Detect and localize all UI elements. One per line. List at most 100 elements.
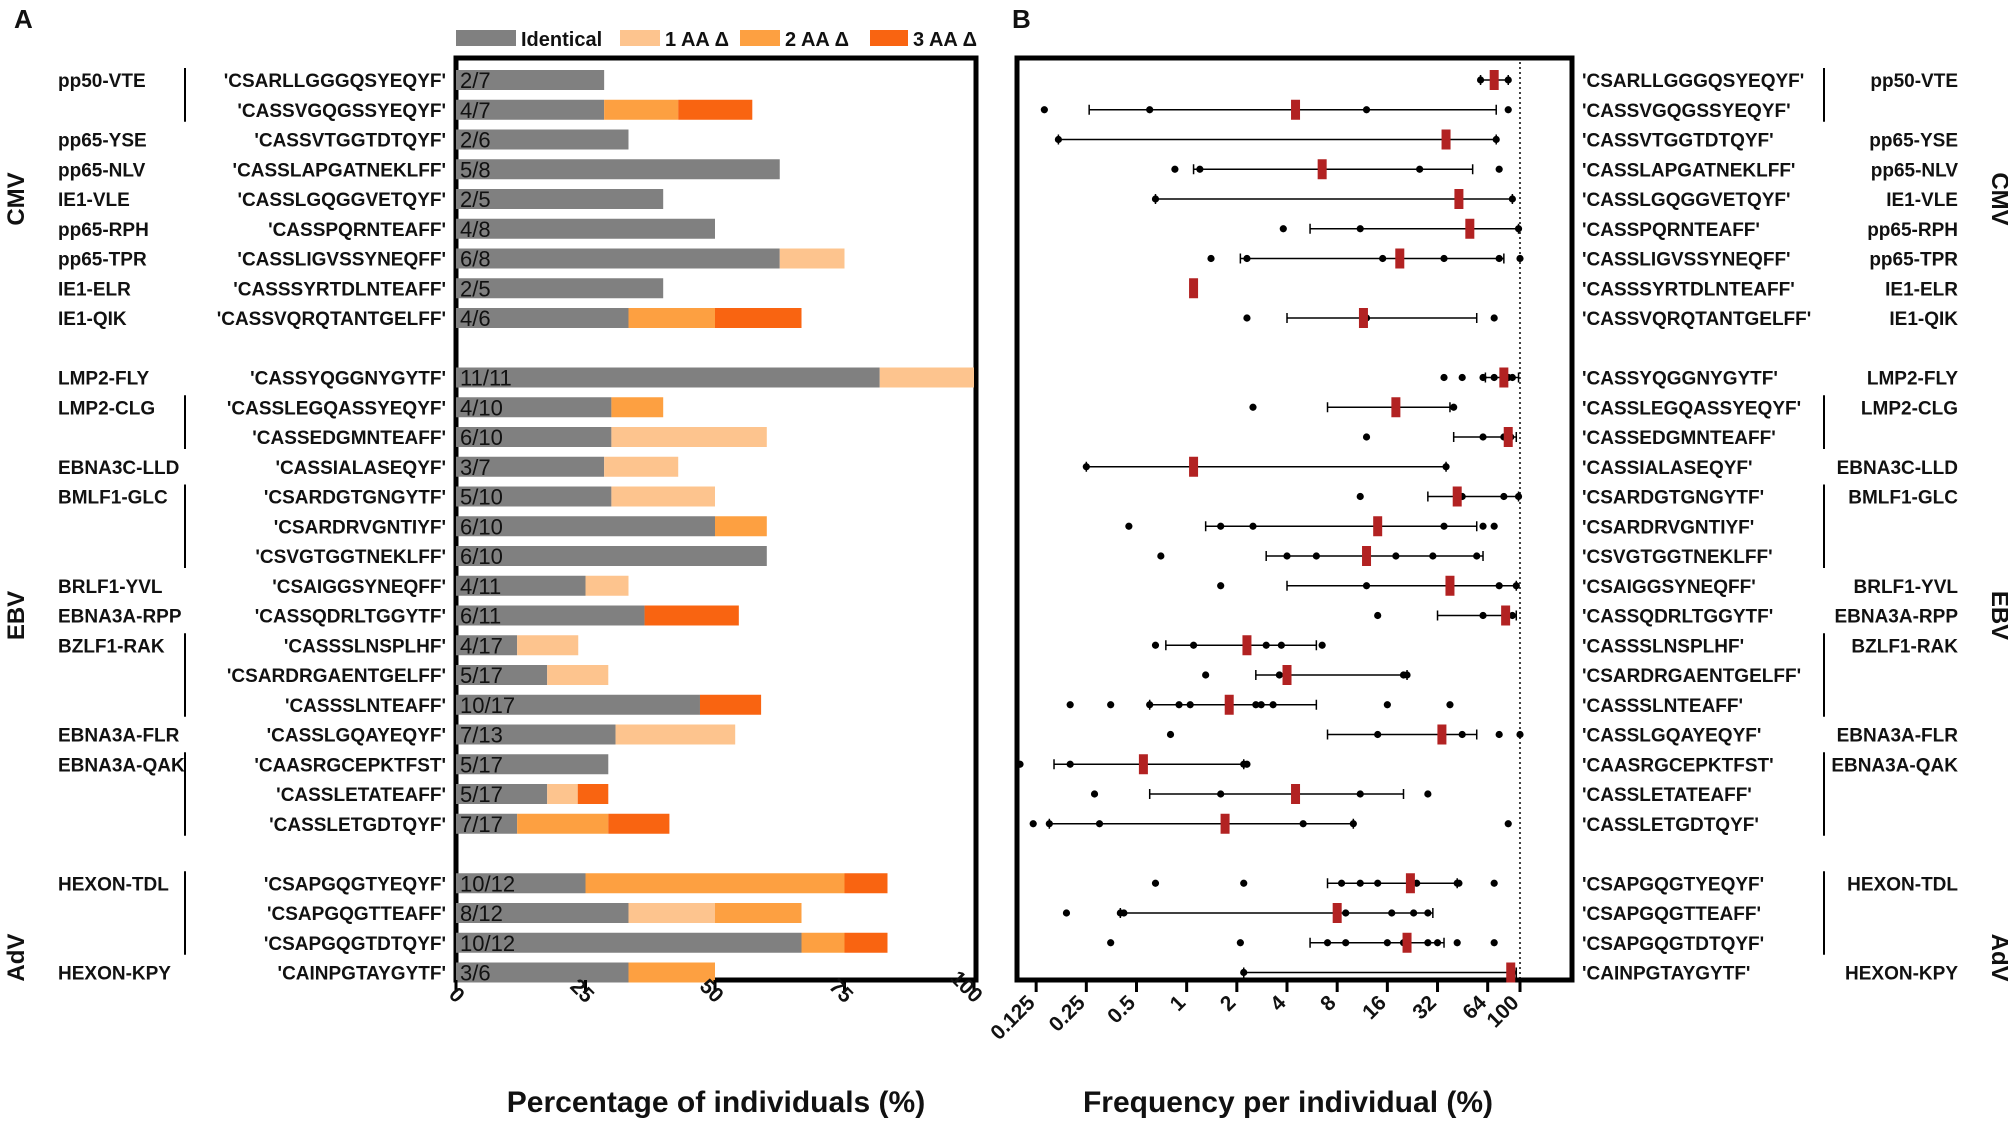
median-marker (1291, 784, 1301, 804)
data-point (1066, 701, 1074, 709)
data-point (1516, 730, 1524, 739)
panel-b-x-tick-label: 1 (1166, 991, 1191, 1016)
epitope-left-label: EBNA3A-FLR (58, 726, 180, 747)
cdr3-right-label: 'CASSLEGQASSYEQYF' (1582, 398, 1801, 419)
cdr3-left-label: 'CSAPGQGTTEAFF' (267, 904, 446, 925)
data-point (1207, 254, 1215, 263)
data-point (1473, 552, 1481, 560)
bar-identical-0 (456, 70, 605, 90)
data-point (1186, 701, 1194, 709)
epitope-left-label: HEXON-KPY (58, 964, 171, 985)
data-point (1062, 909, 1071, 917)
median-marker (1501, 605, 1511, 626)
bar-count-label: 10/12 (460, 871, 515, 896)
data-point (1490, 314, 1498, 322)
data-point (1455, 879, 1463, 887)
median-marker (1282, 665, 1292, 685)
data-point (1516, 254, 1524, 263)
data-point (1151, 195, 1160, 203)
cdr3-left-label: 'CASSLIGVSSYNEQFF' (237, 250, 446, 271)
panel-a-marks: 2/7 4/7 2/6 5/8 2/5 4/8 6/8 2/5 4/6 11/11 4/10 6/10… (456, 68, 974, 986)
panel-b-x-tick-label: 2 (1216, 991, 1241, 1016)
median-marker (1189, 278, 1199, 299)
data-point (1495, 730, 1503, 739)
data-point (1508, 373, 1516, 382)
data-point (1374, 730, 1382, 739)
data-point (1342, 939, 1350, 947)
bar-1aa-12 (611, 427, 767, 447)
epitope-left-label: BZLF1-RAK (58, 636, 165, 657)
cdr3-right-label: 'CSARDRVGNTIYF' (1582, 517, 1754, 538)
epitope-left-label: LMP2-FLY (58, 369, 149, 390)
bar-identical-22 (456, 724, 616, 745)
cdr3-right-label: 'CASSSLNSPLHF' (1582, 636, 1744, 657)
panel-b-x-tick-label: 32 (1408, 991, 1441, 1024)
bar-2aa-15 (715, 516, 767, 537)
data-point (1476, 76, 1485, 84)
cdr3-left-label: 'CSAPGQGTYEQYF' (264, 874, 446, 895)
cdr3-right-label: 'CASSLGQGGVETQYF' (1582, 190, 1791, 211)
data-point (1424, 909, 1432, 917)
median-marker (1489, 70, 1499, 90)
data-point (1151, 879, 1160, 887)
cdr3-left-label: 'CAINPGTAYGYTF' (278, 964, 446, 985)
epitope-left-label: EBNA3A-QAK (58, 755, 185, 776)
cdr3-left-label: 'CSARDRGAENTGELFF' (227, 666, 446, 687)
median-marker (1391, 397, 1401, 418)
cdr3-left-label: 'CASSPQRNTEAFF' (268, 220, 446, 241)
data-point (1217, 522, 1225, 530)
bar-count-label: 5/10 (460, 485, 503, 510)
data-point (1479, 373, 1487, 382)
epitope-left-label: BMLF1-GLC (58, 488, 168, 509)
cdr3-left-label: 'CSVGTGGTNEKLFF' (255, 547, 446, 568)
cdr3-right-label: 'CAASRGCEPKTFST' (1582, 755, 1774, 776)
median-marker (1454, 189, 1464, 209)
cdr3-right-label: 'CASSVGQGSSYEQYF' (1582, 101, 1791, 122)
data-point (1146, 701, 1154, 709)
bar-identical-11 (456, 397, 612, 418)
bar-identical-10 (456, 367, 880, 388)
data-point (1383, 701, 1391, 709)
bar-identical-24 (456, 784, 548, 804)
data-point (1356, 879, 1364, 887)
data-point (1458, 730, 1466, 739)
median-marker (1224, 694, 1234, 715)
cdr3-left-label: 'CASSSYRTDLNTEAFF' (233, 279, 446, 300)
median-marker (1499, 367, 1509, 388)
cdr3-left-label: 'CASSLGQGGVETQYF' (237, 190, 446, 211)
cdr3-left-label: 'CASSYQGGNYGYTF' (250, 369, 446, 390)
panel-b-frame (1014, 55, 1575, 983)
median-marker (1358, 308, 1368, 328)
bar-3aa-29 (844, 932, 888, 953)
bar-1aa-13 (604, 456, 679, 477)
bar-count-label: 5/17 (460, 782, 503, 807)
data-point (1440, 373, 1448, 382)
bar-count-label: 4/11 (460, 574, 501, 599)
cdr3-right-label: 'CSAPGQGTDTQYF' (1582, 934, 1764, 955)
epitope-right-label: BRLF1-YVL (1854, 577, 1959, 598)
median-marker (1445, 575, 1455, 596)
epitope-right-label: pp65-RPH (1867, 220, 1958, 241)
data-point (1504, 76, 1512, 84)
median-marker (1138, 754, 1148, 775)
data-point (1479, 522, 1487, 530)
data-point (1090, 790, 1099, 798)
bar-count-label: 3/7 (460, 455, 491, 480)
bar-identical-17 (456, 575, 586, 596)
bar-identical-7 (456, 278, 664, 299)
epitope-right-label: pp50-VTE (1870, 71, 1958, 92)
cdr3-left-label: 'CASSQDRLTGGYTF' (255, 607, 446, 628)
median-marker (1332, 903, 1342, 923)
median-marker (1395, 248, 1405, 269)
bar-2aa-1 (604, 99, 679, 120)
legend-label-2aa: 2 AA Δ (785, 29, 849, 51)
legend-swatch-1aa (620, 30, 660, 46)
data-point (1166, 730, 1175, 739)
median-marker (1506, 962, 1516, 983)
data-point (1362, 582, 1371, 590)
data-point (1107, 939, 1115, 947)
cdr3-left-label: 'CASSVGQGSSYEQYF' (237, 101, 446, 122)
bar-count-label: 6/10 (460, 425, 503, 450)
cdr3-right-label: 'CSAPGQGTTEAFF' (1582, 904, 1761, 925)
bar-count-label: 6/10 (460, 514, 503, 539)
